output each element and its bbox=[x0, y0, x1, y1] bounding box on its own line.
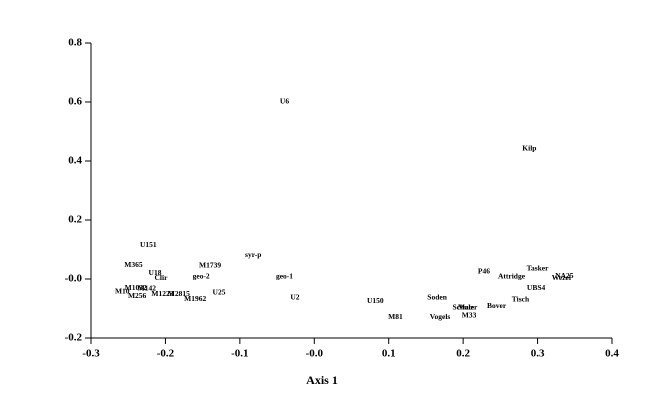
x-axis-title: Axis 1 bbox=[306, 373, 338, 387]
point-label: Schulz bbox=[453, 303, 475, 312]
point-label: M142 bbox=[138, 284, 157, 293]
point-label: Bover bbox=[487, 301, 507, 310]
point-label: P46 bbox=[478, 267, 490, 276]
point-label: geo-1 bbox=[276, 272, 293, 281]
point-label: Attridge bbox=[498, 272, 526, 281]
x-tick-label: 0.2 bbox=[456, 348, 470, 360]
point-label: Vogels bbox=[430, 312, 451, 321]
y-tick-label: 0.6 bbox=[68, 96, 82, 108]
point-label: Kilp bbox=[522, 144, 536, 153]
x-tick-label: -0.0 bbox=[306, 348, 324, 360]
point-label: U6 bbox=[280, 97, 289, 106]
point-label: UBS4 bbox=[527, 283, 546, 292]
point-label: U150 bbox=[367, 296, 384, 305]
point-label: M33 bbox=[462, 311, 477, 320]
y-tick-label: -0.0 bbox=[65, 273, 83, 285]
point-label: Clir bbox=[155, 273, 169, 282]
point-label: Tisch bbox=[512, 295, 530, 304]
y-tick-label: -0.2 bbox=[65, 332, 83, 344]
point-label: U151 bbox=[140, 240, 157, 249]
x-tick-label: -0.2 bbox=[157, 348, 175, 360]
y-tick-label: 0.2 bbox=[68, 214, 82, 226]
point-label: M365 bbox=[124, 260, 143, 269]
point-label: M1962 bbox=[184, 294, 206, 303]
point-label: Tasker bbox=[527, 264, 549, 273]
point-label: M2815 bbox=[168, 289, 190, 298]
point-label: M10 bbox=[115, 287, 130, 296]
point-label: syr-p bbox=[245, 250, 261, 259]
point-label: Wezel bbox=[552, 273, 571, 282]
x-tick-label: 0.1 bbox=[382, 348, 396, 360]
x-tick-label: -0.3 bbox=[82, 348, 100, 360]
point-label: U18 bbox=[149, 268, 162, 277]
point-label: U25 bbox=[213, 288, 226, 297]
y-tick-label: 0.8 bbox=[68, 37, 82, 49]
point-label: geo-2 bbox=[193, 272, 210, 281]
x-tick-label: 0.4 bbox=[605, 348, 619, 360]
x-tick-label: 0.3 bbox=[531, 348, 545, 360]
point-label: Maier bbox=[458, 303, 478, 312]
point-label: NA25 bbox=[555, 271, 574, 280]
y-tick-label: 0.4 bbox=[68, 155, 82, 167]
point-label: M1223 bbox=[151, 289, 173, 298]
point-label: M1739 bbox=[199, 261, 221, 270]
point-label: M81 bbox=[388, 312, 403, 321]
x-tick-label: -0.1 bbox=[231, 348, 248, 360]
point-label: M1032 bbox=[125, 283, 147, 292]
point-label: M256 bbox=[128, 291, 147, 300]
point-label: U2 bbox=[290, 293, 299, 302]
point-label: Soden bbox=[427, 293, 447, 302]
